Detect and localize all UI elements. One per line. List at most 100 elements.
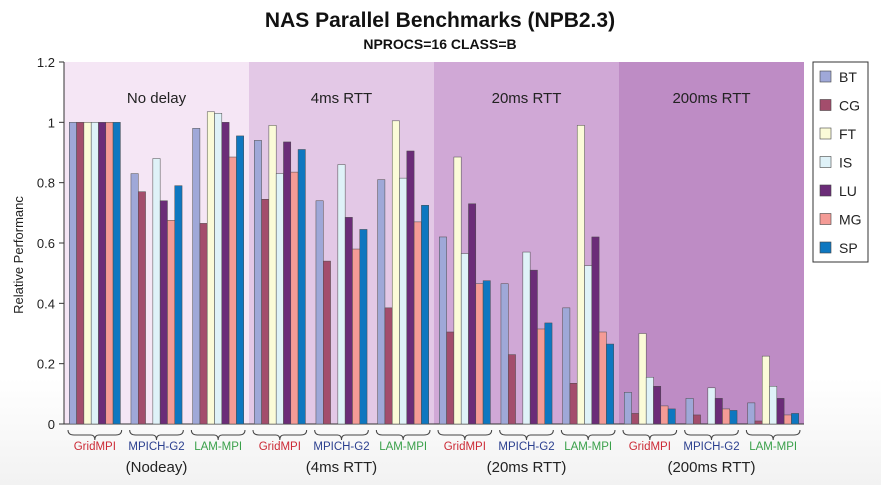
bar-ft [391, 120, 400, 425]
bar-mg [783, 414, 792, 425]
bar-lu [221, 122, 230, 425]
bar-sp [791, 413, 799, 425]
legend-swatch-bt [819, 70, 832, 83]
legend-swatch-ft [819, 127, 832, 140]
region-group-label: (200ms RTT) [667, 459, 755, 476]
bar-lu [283, 141, 292, 425]
bar-mg [598, 331, 607, 425]
bar-is [399, 177, 408, 425]
impl-label: LAM-MPI [564, 441, 612, 453]
group-brace [499, 429, 554, 441]
bar-lu [468, 203, 477, 425]
legend-swatch-lu [819, 184, 832, 197]
group-brace [375, 429, 431, 441]
bar-is [769, 386, 778, 425]
bar-sp [112, 122, 121, 425]
group-brace [745, 429, 801, 441]
bar-cg [261, 199, 270, 425]
bar-ft [206, 111, 215, 425]
bar-bt [377, 179, 386, 425]
group-brace [622, 429, 678, 441]
group-brace [67, 429, 123, 441]
bar-is [337, 164, 346, 425]
legend-swatch-sp [819, 241, 832, 254]
impl-label: GridMPI [259, 441, 301, 453]
impl-label: GridMPI [629, 441, 671, 453]
bar-ft [761, 355, 770, 425]
bar-mg [475, 283, 484, 425]
bar-mg [722, 408, 731, 425]
bar-sp [421, 205, 429, 425]
y-tick-label: 0.8 [37, 176, 55, 191]
bar-cg [323, 260, 331, 425]
group-brace [129, 429, 184, 441]
region-label: 20ms RTT [492, 90, 562, 107]
bar-ft [83, 122, 92, 425]
bar-bt [254, 140, 262, 425]
y-tick-label: 1.2 [37, 55, 55, 70]
bar-is [460, 253, 469, 425]
bar-mg [537, 328, 546, 425]
impl-label: GridMPI [444, 441, 486, 453]
bar-lu [98, 122, 107, 425]
impl-label: LAM-MPI [749, 441, 797, 453]
chart-subtitle: NPROCS=16 CLASS=B [363, 36, 516, 52]
legend-label-cg: CG [839, 98, 860, 114]
y-tick-label: 0 [48, 417, 55, 432]
bar-ft [268, 125, 277, 425]
bar-lu [714, 398, 723, 425]
legend-label-lu: LU [839, 183, 857, 199]
bar-bt [192, 128, 201, 425]
group-brace [684, 429, 739, 441]
impl-label: LAM-MPI [194, 441, 242, 453]
legend-label-sp: SP [839, 240, 858, 256]
impl-label: MPICH-G2 [313, 441, 369, 453]
bar-mg [228, 156, 237, 425]
bar-lu [529, 269, 538, 425]
group-brace [437, 429, 493, 441]
bar-mg [352, 248, 361, 425]
impl-label: MPICH-G2 [498, 441, 554, 453]
bar-cg [508, 354, 516, 425]
bar-mg [290, 171, 299, 425]
y-axis-label: Relative Performanc [11, 196, 26, 314]
bar-ft [638, 333, 647, 425]
bar-is [214, 113, 223, 425]
bar-is [707, 387, 716, 425]
group-brace [252, 429, 308, 441]
bar-sp [544, 322, 553, 425]
bar-cg [138, 191, 146, 425]
bar-bt [500, 283, 509, 425]
legend-box [812, 61, 869, 263]
group-brace [314, 429, 369, 441]
bar-bt [315, 200, 324, 425]
impl-label: GridMPI [74, 441, 116, 453]
bar-ft [576, 125, 585, 425]
bar-is [152, 158, 161, 425]
bar-sp [359, 229, 368, 425]
y-tick-label: 0.4 [37, 296, 55, 311]
legend-swatch-is [819, 156, 832, 168]
bar-bt [439, 236, 447, 425]
bar-lu [344, 217, 353, 425]
bar-lu [653, 386, 662, 425]
bar-cg [569, 383, 578, 425]
y-tick-label: 0.6 [37, 236, 55, 251]
bar-cg [754, 420, 763, 425]
region-group-label: (Nodeay) [126, 459, 188, 476]
bar-sp [297, 149, 306, 425]
bar-bt [624, 392, 632, 425]
bar-lu [776, 398, 785, 425]
bar-mg [660, 405, 669, 425]
bar-sp [236, 135, 244, 425]
region-label: No delay [127, 90, 187, 107]
bar-is [584, 265, 593, 425]
bar-sp [729, 410, 738, 425]
group-brace [190, 429, 246, 441]
bar-bt [747, 402, 756, 425]
bar-bt [685, 398, 694, 425]
bar-mg [167, 220, 175, 425]
bar-is [275, 173, 284, 425]
